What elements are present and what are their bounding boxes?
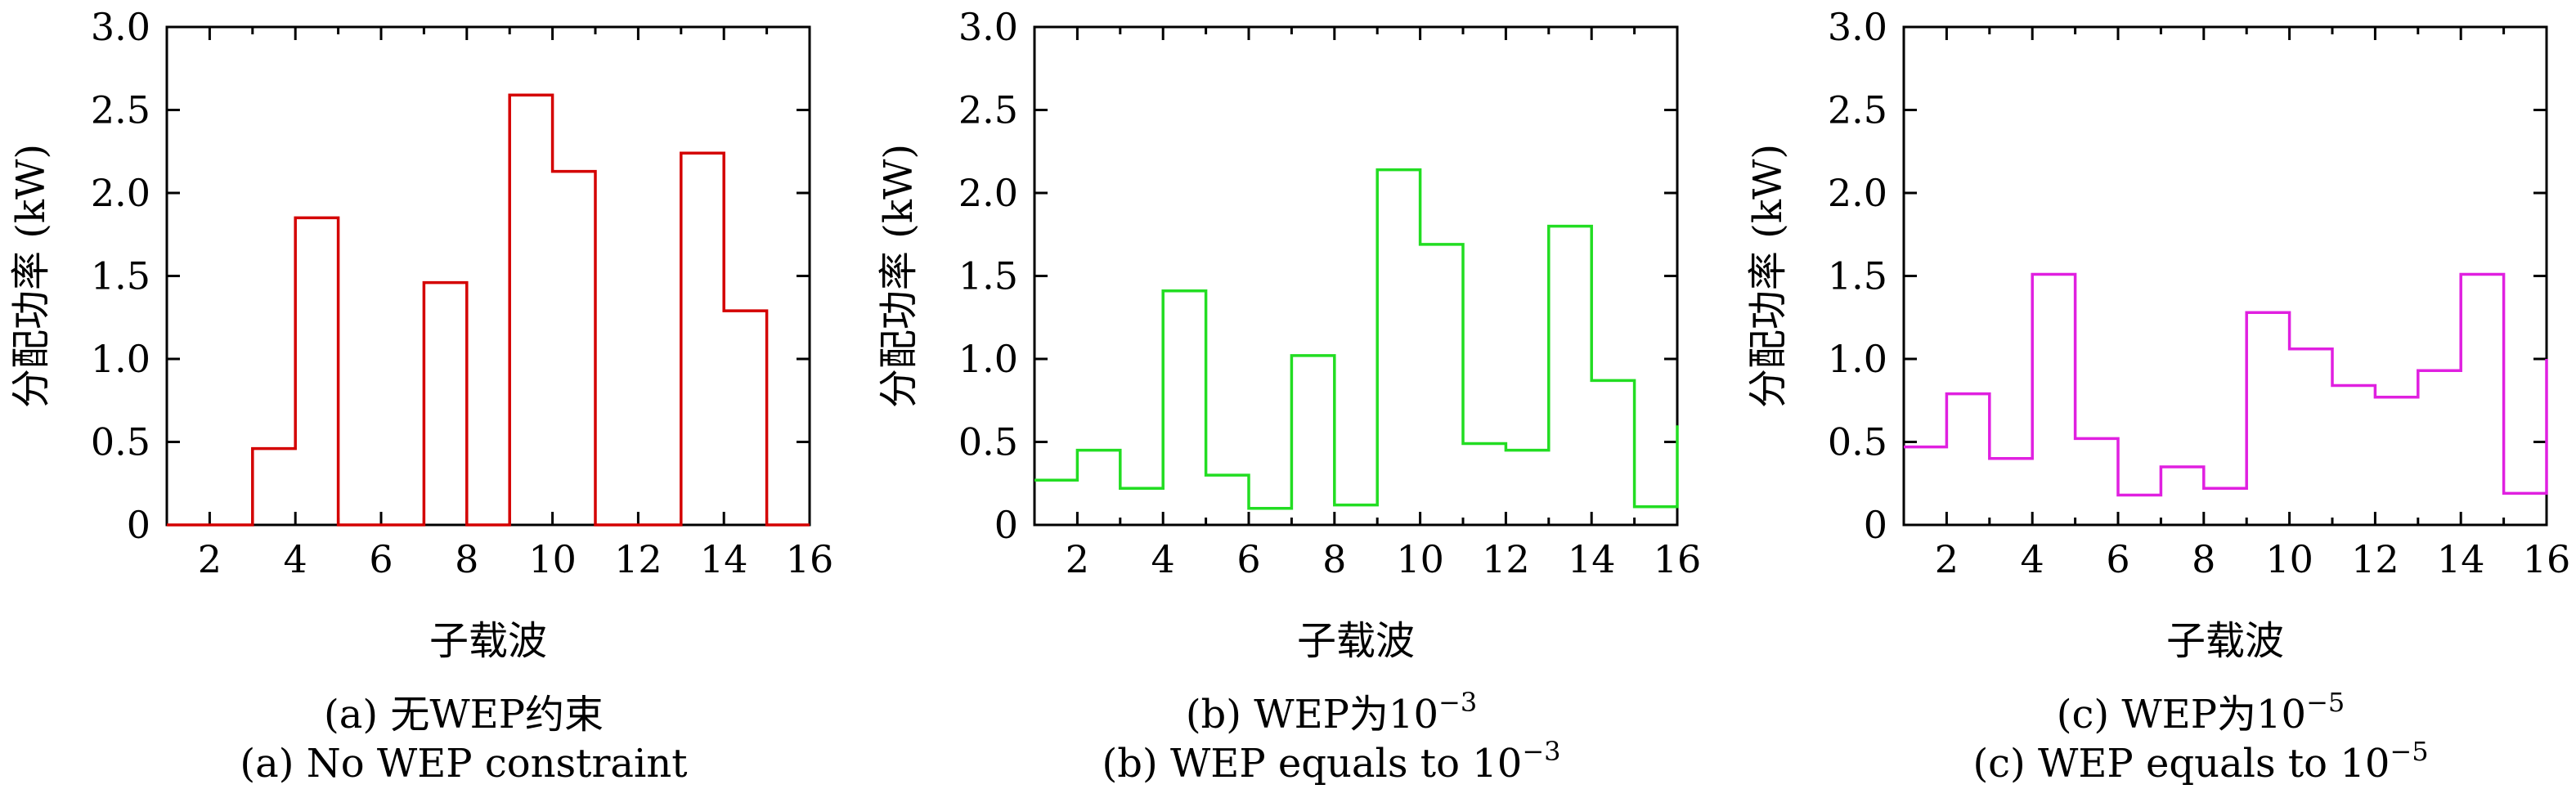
y-tick-label: 1.0 xyxy=(1828,337,1887,381)
y-tick-label: 2.5 xyxy=(91,88,150,132)
y-tick-label: 0.5 xyxy=(91,420,150,464)
x-tick-label: 12 xyxy=(2351,537,2399,581)
y-axis-label: 分配功率 (kW) xyxy=(1745,144,1791,408)
chart-panel-3: 0 0.5 1.0 1.5 2.0 2.5 3.0 2 4 6 8 10 12 14 16 子载波 分配功率 (… xyxy=(1745,5,2570,787)
caption-english-text: (a) No WEP constraint xyxy=(240,741,687,787)
y-tick-label: 1.5 xyxy=(91,254,150,298)
caption-english-text: (c) WEP equals to 10 xyxy=(1972,741,2390,787)
caption-chinese-text: (b) WEP为10 xyxy=(1186,692,1438,737)
x-tick-label: 16 xyxy=(2523,537,2571,581)
y-tick-label: 2.0 xyxy=(958,171,1018,215)
x-tick-label: 4 xyxy=(284,537,307,581)
chart-panel-2: 0 0.5 1.0 1.5 2.0 2.5 3.0 2 4 6 8 10 12 14 16 子载波 分配功率 (… xyxy=(876,5,1701,787)
x-tick-label: 14 xyxy=(1568,537,1616,581)
x-tick-label: 10 xyxy=(2265,537,2313,581)
x-tick-label: 16 xyxy=(1654,537,1702,581)
y-tick-label: 2.5 xyxy=(1828,88,1887,132)
y-tick-label: 1.5 xyxy=(958,254,1018,298)
x-tick-label: 4 xyxy=(2021,537,2044,581)
y-tick-label: 2.0 xyxy=(1828,171,1887,215)
plot-frame xyxy=(1902,25,2548,527)
x-tick-label: 2 xyxy=(198,537,222,581)
x-axis-label: 子载波 xyxy=(1297,618,1415,664)
data-series-line xyxy=(167,93,810,527)
x-tick-label: 10 xyxy=(528,537,577,581)
x-tick-label: 6 xyxy=(2106,537,2129,581)
caption-english-text: (b) WEP equals to 10 xyxy=(1102,741,1523,787)
caption-english: (a) No WEP constraint xyxy=(240,741,687,787)
y-tick-label: 1.5 xyxy=(1828,254,1887,298)
y-tick-label: 2.5 xyxy=(958,88,1018,132)
caption-english-exponent: −3 xyxy=(1522,736,1560,767)
data-series-line xyxy=(1034,168,1679,510)
y-tick-label: 1.0 xyxy=(958,337,1018,381)
y-axis-label: 分配功率 (kW) xyxy=(8,144,54,408)
plot-frame xyxy=(1033,25,1679,527)
y-tick-label: 3.0 xyxy=(958,5,1018,49)
caption-chinese-text: (a) 无WEP约束 xyxy=(324,692,604,737)
caption-english-exponent: −5 xyxy=(2390,736,2428,767)
caption-chinese-exponent: −3 xyxy=(1438,687,1477,718)
y-tick-label: 0.5 xyxy=(1828,420,1887,464)
x-tick-label: 16 xyxy=(786,537,834,581)
caption-chinese: (b) WEP为10−3 xyxy=(1186,687,1477,737)
data-series-line xyxy=(1904,272,2548,497)
y-tick-label: 1.0 xyxy=(91,337,150,381)
y-tick-label: 3.0 xyxy=(1828,5,1887,49)
x-tick-label: 14 xyxy=(700,537,748,581)
x-axis-label: 子载波 xyxy=(2166,618,2284,664)
caption-chinese-exponent: −5 xyxy=(2306,687,2345,718)
x-tick-label: 6 xyxy=(369,537,393,581)
plot-frame xyxy=(165,25,811,527)
x-tick-label: 12 xyxy=(614,537,662,581)
y-tick-label: 0 xyxy=(1864,503,1887,547)
caption-chinese-text: (c) WEP为10 xyxy=(2057,692,2306,737)
caption-english: (c) WEP equals to 10−5 xyxy=(1972,736,2428,787)
x-tick-label: 4 xyxy=(1151,537,1175,581)
x-tick-label: 6 xyxy=(1236,537,1260,581)
x-tick-label: 10 xyxy=(1396,537,1444,581)
caption-english: (b) WEP equals to 10−3 xyxy=(1102,736,1561,787)
x-tick-label: 14 xyxy=(2437,537,2485,581)
x-tick-label: 8 xyxy=(1322,537,1346,581)
y-tick-label: 0 xyxy=(127,503,150,547)
x-axis-label: 子载波 xyxy=(429,618,547,664)
chart-panel-1: 0 0.5 1.0 1.5 2.0 2.5 3.0 2 4 6 8 10 12 14 16 子载波 分配功率 (… xyxy=(8,5,833,787)
x-tick-label: 8 xyxy=(455,537,478,581)
x-tick-label: 12 xyxy=(1482,537,1530,581)
y-tick-label: 0.5 xyxy=(958,420,1018,464)
y-tick-label: 0 xyxy=(994,503,1018,547)
caption-chinese: (c) WEP为10−5 xyxy=(2057,687,2345,737)
y-axis-label: 分配功率 (kW) xyxy=(876,144,922,408)
caption-chinese: (a) 无WEP约束 xyxy=(324,692,604,737)
x-tick-label: 8 xyxy=(2192,537,2215,581)
x-tick-label: 2 xyxy=(1066,537,1089,581)
x-tick-label: 2 xyxy=(1935,537,1959,581)
y-tick-label: 2.0 xyxy=(91,171,150,215)
y-tick-label: 3.0 xyxy=(91,5,150,49)
